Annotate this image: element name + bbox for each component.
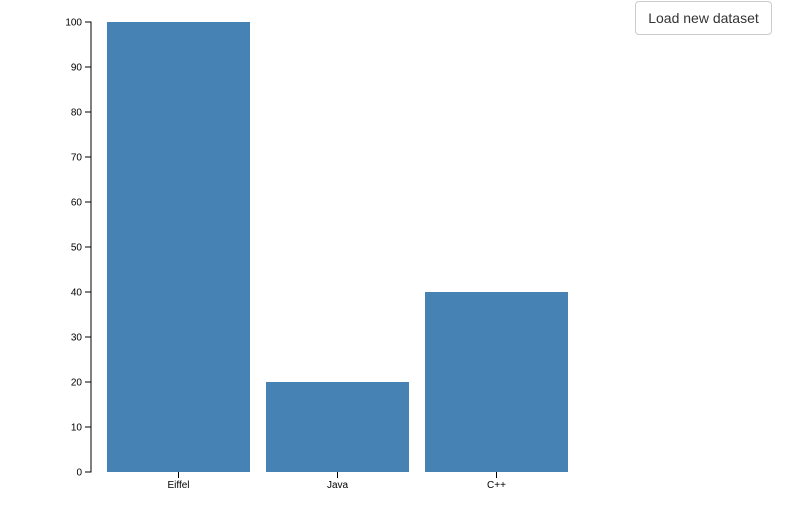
y-tick-label: 30 — [71, 333, 83, 344]
y-tick-label: 40 — [71, 288, 83, 299]
x-tick-label: Eiffel — [167, 480, 189, 491]
y-tick-label: 70 — [71, 153, 83, 164]
bar-cpp — [425, 292, 568, 472]
x-tick-label: Java — [327, 480, 349, 491]
bar-java — [266, 382, 409, 472]
y-tick-label: 0 — [76, 468, 82, 479]
y-tick-label: 60 — [71, 198, 83, 209]
y-tick-label: 50 — [71, 243, 83, 254]
load-new-dataset-button[interactable]: Load new dataset — [635, 1, 772, 35]
y-tick-label: 100 — [65, 18, 82, 29]
bar-eiffel — [107, 22, 250, 472]
y-tick-label: 10 — [71, 423, 83, 434]
y-tick-label: 80 — [71, 108, 83, 119]
x-tick-label: C++ — [487, 480, 506, 491]
y-tick-label: 20 — [71, 378, 83, 389]
y-tick-label: 90 — [71, 63, 83, 74]
